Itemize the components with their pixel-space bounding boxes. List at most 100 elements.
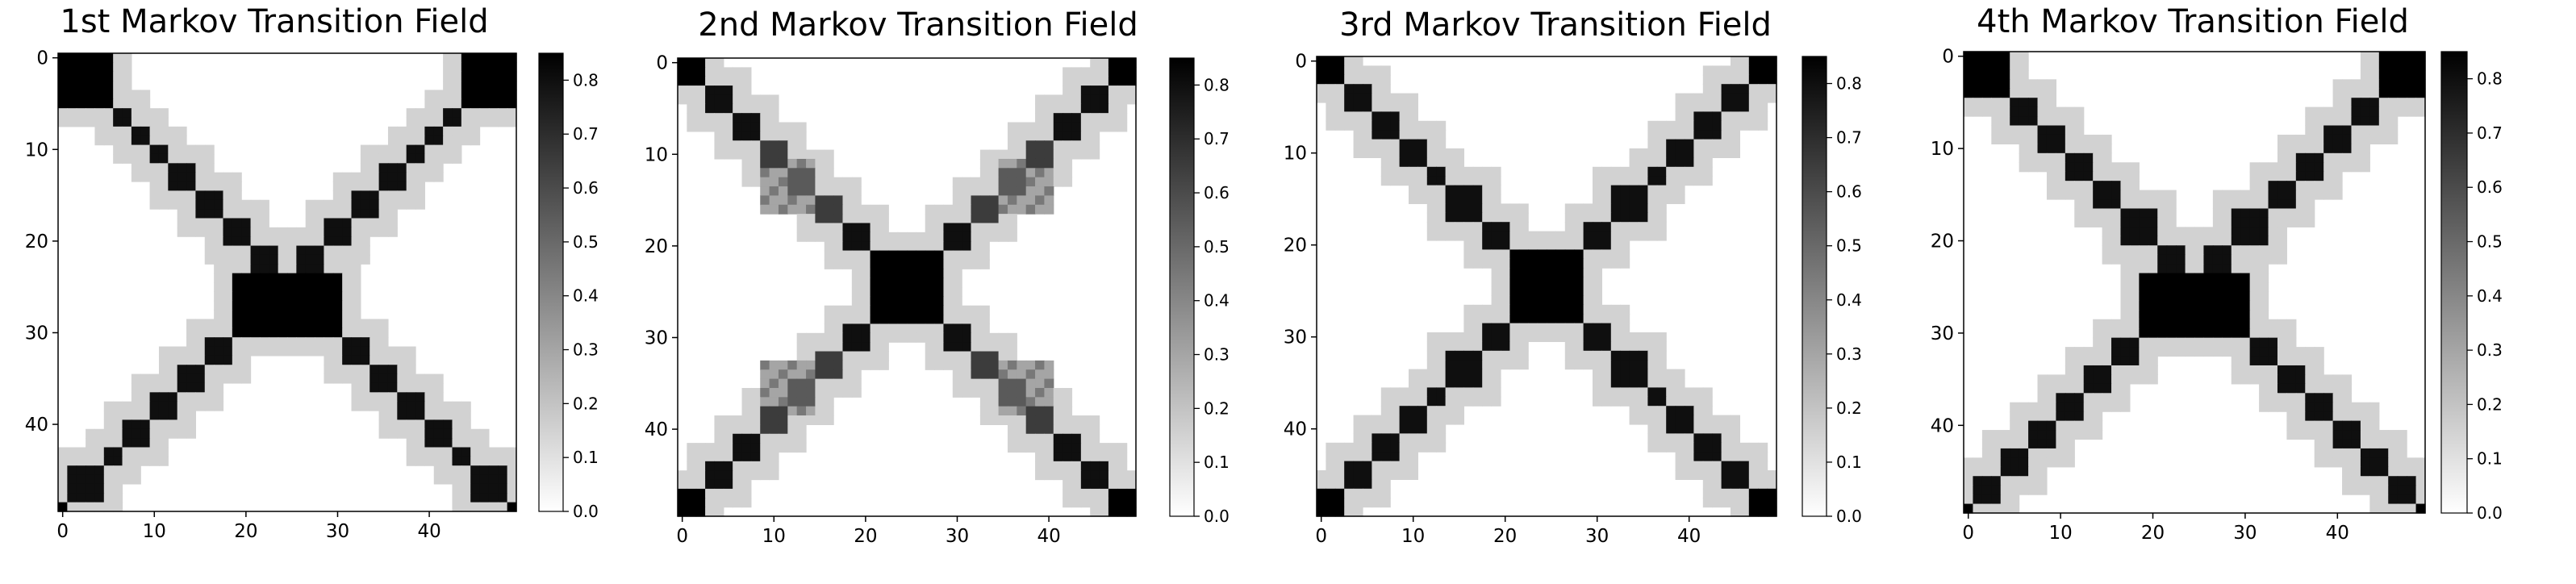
heatmap-cell: [424, 373, 435, 384]
heatmap-cell: [2231, 291, 2241, 302]
heatmap-cell: [971, 177, 981, 187]
heatmap-cell: [2397, 430, 2407, 440]
heatmap-cell: [332, 300, 343, 311]
colorbar-tick-label: 0.6: [573, 178, 599, 198]
heatmap-cell: [1675, 166, 1685, 177]
heatmap-cell: [1472, 350, 1483, 361]
heatmap-cell: [1685, 406, 1694, 416]
heatmap-cell: [824, 415, 834, 425]
heatmap-cell: [2139, 273, 2149, 283]
heatmap-cell: [2259, 273, 2269, 283]
heatmap-cell: [1491, 194, 1501, 204]
heatmap-cell: [979, 342, 990, 352]
heatmap-cell: [2305, 144, 2315, 154]
heatmap-cell: [2046, 411, 2056, 422]
heatmap-cell: [470, 136, 481, 146]
heatmap-cell: [2065, 393, 2075, 403]
heatmap-cell: [750, 443, 761, 453]
heatmap-cell: [103, 136, 114, 146]
heatmap-cell: [1748, 479, 1759, 490]
heatmap-cell: [241, 236, 252, 247]
heatmap-cell: [1518, 314, 1529, 324]
heatmap-cell: [305, 319, 315, 329]
heatmap-cell: [168, 373, 178, 384]
heatmap-cell: [76, 90, 86, 100]
heatmap-cell: [452, 428, 462, 439]
heatmap-cell: [1675, 415, 1685, 425]
heatmap-cell: [861, 269, 871, 279]
heatmap-cell: [2360, 411, 2370, 422]
heatmap-cell: [2231, 347, 2241, 357]
heatmap-cell: [241, 327, 252, 338]
heatmap-cell: [177, 411, 187, 420]
heatmap-cell: [1472, 314, 1483, 324]
heatmap-cell: [58, 90, 68, 100]
heatmap-cell: [2102, 356, 2112, 366]
heatmap-cell: [806, 332, 816, 343]
heatmap-cell: [1666, 442, 1676, 453]
heatmap-cell: [806, 168, 816, 178]
heatmap-cell: [1417, 194, 1428, 204]
heatmap-cell: [2185, 236, 2195, 246]
heatmap-cell: [488, 62, 499, 73]
heatmap-cell: [2407, 98, 2417, 108]
heatmap-cell: [397, 373, 407, 384]
heatmap-cell: [433, 136, 444, 146]
heatmap-cell: [2028, 79, 2039, 90]
heatmap-cell: [1436, 222, 1447, 232]
heatmap-cell: [1685, 166, 1694, 177]
heatmap-cell: [1363, 479, 1372, 490]
heatmap-cell: [1380, 387, 1391, 398]
heatmap-cell: [406, 382, 416, 393]
heatmap-cell: [186, 355, 196, 365]
heatmap-cell: [443, 117, 453, 127]
heatmap-cell: [1007, 168, 1017, 178]
heatmap-cell: [943, 259, 954, 269]
heatmap-cell: [369, 327, 380, 338]
heatmap-cell: [2074, 420, 2085, 431]
heatmap-cell: [1675, 93, 1685, 103]
heatmap-cell: [1574, 222, 1584, 232]
heatmap-cell: [461, 62, 471, 73]
heatmap-cell: [223, 172, 233, 182]
heatmap-cell: [2028, 411, 2039, 422]
heatmap-cell: [971, 378, 981, 389]
heatmap-cell: [140, 401, 151, 411]
heatmap-cell: [1007, 214, 1017, 224]
heatmap-cell: [897, 277, 908, 288]
heatmap-cell: [714, 86, 724, 96]
heatmap-cell: [842, 204, 853, 215]
heatmap-cell: [2332, 430, 2343, 440]
heatmap-cell: [1601, 176, 1612, 186]
heatmap-cell: [750, 177, 761, 187]
heatmap-cell: [769, 461, 779, 471]
heatmap-cell: [269, 346, 279, 357]
heatmap-cell: [1363, 65, 1372, 76]
heatmap-cell: [2369, 420, 2380, 431]
heatmap-cell: [186, 172, 196, 182]
heatmap-cell: [1482, 304, 1493, 315]
heatmap-cell: [2323, 171, 2334, 181]
heatmap-cell: [851, 241, 862, 252]
heatmap-cell: [443, 474, 453, 485]
heatmap-cell: [2028, 439, 2039, 449]
heatmap-cell: [1639, 378, 1648, 388]
heatmap-cell: [1334, 498, 1345, 508]
heatmap-cell: [507, 456, 517, 466]
heatmap-cell: [833, 214, 844, 224]
heatmap-cell: [1712, 102, 1722, 112]
heatmap-cell: [1035, 177, 1045, 187]
heatmap-cell: [452, 117, 462, 127]
heatmap-cell: [879, 223, 889, 233]
heatmap-cell: [1731, 148, 1740, 158]
heatmap-cell: [2240, 245, 2251, 256]
colorbar-tick-label: 0.7: [1204, 129, 1230, 148]
heatmap-cell: [250, 310, 261, 320]
heatmap-cell: [952, 332, 962, 343]
x-tick-label: 20: [854, 526, 877, 547]
heatmap-cell: [131, 126, 141, 136]
heatmap-cell: [1417, 415, 1428, 425]
heatmap-cell: [1647, 231, 1658, 241]
heatmap-cell: [2314, 116, 2324, 127]
heatmap-cell: [2166, 273, 2177, 283]
